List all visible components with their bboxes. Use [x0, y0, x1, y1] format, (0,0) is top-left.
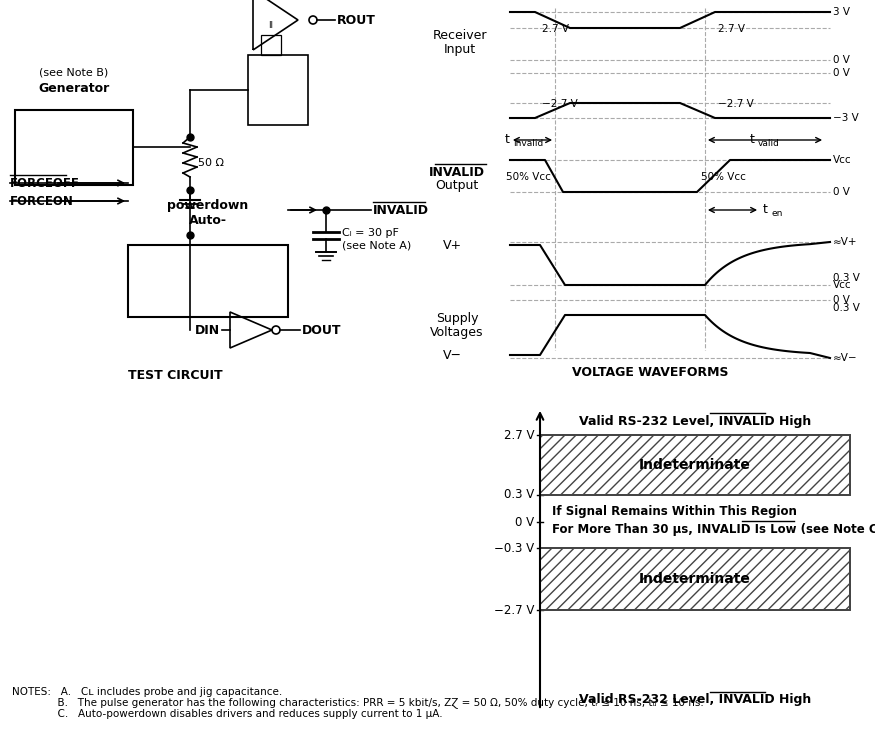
Text: ≈V−: ≈V− [833, 353, 858, 363]
Bar [540, 435, 850, 495]
Text: invalid: invalid [513, 139, 543, 147]
Text: 50% Vᴄᴄ: 50% Vᴄᴄ [701, 172, 746, 182]
Text: DOUT: DOUT [302, 324, 341, 337]
Text: 2.7 V: 2.7 V [503, 428, 534, 441]
Text: (see Note A): (see Note A) [342, 240, 411, 250]
Text: −2.7 V: −2.7 V [542, 99, 578, 109]
Text: −3 V: −3 V [833, 113, 858, 123]
Text: 0.3 V: 0.3 V [504, 489, 534, 501]
Text: t: t [763, 203, 768, 215]
Text: valid: valid [758, 139, 780, 147]
Text: If Signal Remains Within This Region: If Signal Remains Within This Region [552, 506, 797, 519]
Text: Receiver: Receiver [433, 29, 487, 41]
Text: (see Note B): (see Note B) [39, 67, 108, 77]
Text: 0.3 V: 0.3 V [833, 303, 860, 313]
Text: V−: V− [443, 349, 462, 362]
Text: 50 Ω: 50 Ω [198, 158, 224, 168]
Text: Supply: Supply [436, 312, 479, 324]
Text: 2.7 V: 2.7 V [542, 24, 569, 34]
Text: FORCEOFF: FORCEOFF [10, 176, 80, 189]
Text: Vᴄᴄ: Vᴄᴄ [833, 280, 851, 290]
Text: Valid RS-232 Level, INVALID High: Valid RS-232 Level, INVALID High [579, 694, 811, 707]
Text: 50% Vᴄᴄ: 50% Vᴄᴄ [506, 172, 551, 182]
Bar [128, 245, 288, 317]
Text: For More Than 30 μs, INVALID Is Low (see Note C): For More Than 30 μs, INVALID Is Low (see… [552, 523, 875, 536]
Text: t: t [505, 133, 510, 145]
Text: −0.3 V: −0.3 V [493, 542, 534, 554]
Text: Voltages: Voltages [430, 326, 484, 338]
Text: 0 V: 0 V [833, 295, 850, 305]
Text: Valid RS-232 Level, INVALID High: Valid RS-232 Level, INVALID High [579, 414, 811, 427]
Text: NOTES:   A.   Cʟ includes probe and jig capacitance.: NOTES: A. Cʟ includes probe and jig capa… [12, 687, 283, 697]
Bar [261, 35, 281, 55]
Text: Output: Output [436, 178, 479, 192]
Bar [540, 435, 850, 495]
Text: Generator: Generator [38, 82, 109, 94]
Text: VOLTAGE WAVEFORMS: VOLTAGE WAVEFORMS [571, 366, 728, 379]
Text: B.   The pulse generator has the following characteristics: PRR = 5 kbit/s, ZⱿ =: B. The pulse generator has the following… [12, 697, 704, 708]
Text: DIN: DIN [195, 324, 220, 337]
Text: 0 V: 0 V [514, 515, 534, 528]
Text: V+: V+ [443, 239, 462, 251]
Text: C.   Auto-powerdown disables drivers and reduces supply current to 1 μA.: C. Auto-powerdown disables drivers and r… [12, 709, 443, 719]
Bar [540, 548, 850, 610]
Text: Indeterminate: Indeterminate [639, 572, 751, 586]
Text: t: t [750, 133, 755, 145]
Text: en: en [771, 209, 782, 217]
Text: −2.7 V: −2.7 V [493, 604, 534, 616]
Text: −2.7 V: −2.7 V [718, 99, 753, 109]
Bar [540, 548, 850, 610]
Text: ROUT: ROUT [337, 13, 376, 27]
Text: TEST CIRCUIT: TEST CIRCUIT [128, 368, 222, 382]
Text: FORCEON: FORCEON [10, 195, 74, 208]
Bar [15, 110, 133, 185]
Text: Auto-: Auto- [189, 214, 227, 226]
Text: INVALID: INVALID [429, 166, 485, 178]
Text: 3 V: 3 V [833, 7, 850, 17]
Text: Vᴄᴄ: Vᴄᴄ [833, 155, 851, 165]
Text: powerdown: powerdown [167, 198, 248, 212]
Text: 0 V: 0 V [833, 68, 850, 78]
Text: 0.3 V: 0.3 V [833, 273, 860, 283]
Bar [248, 55, 308, 125]
Text: 0 V: 0 V [833, 187, 850, 197]
Text: Input: Input [444, 43, 476, 55]
Text: INVALID: INVALID [373, 203, 429, 217]
Text: 2.7 V: 2.7 V [718, 24, 745, 34]
Text: ≈V+: ≈V+ [833, 237, 858, 247]
Text: 0 V: 0 V [833, 55, 850, 65]
Text: Cₗ = 30 pF: Cₗ = 30 pF [342, 228, 399, 238]
Text: II: II [269, 21, 274, 29]
Text: Indeterminate: Indeterminate [639, 458, 751, 472]
